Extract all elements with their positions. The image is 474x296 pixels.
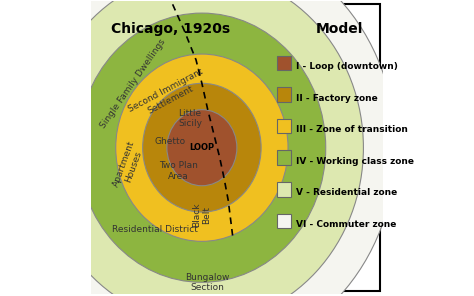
Text: Black
Belt: Black Belt bbox=[192, 203, 211, 227]
Text: Second Immigrant
Settlement: Second Immigrant Settlement bbox=[127, 67, 210, 123]
FancyBboxPatch shape bbox=[93, 4, 381, 291]
Text: Bungalow
Section: Bungalow Section bbox=[185, 273, 230, 292]
Text: II - Factory zone: II - Factory zone bbox=[295, 94, 377, 103]
Bar bbox=[276, 213, 291, 228]
Text: LOOP: LOOP bbox=[189, 143, 214, 152]
Bar bbox=[276, 56, 291, 70]
Text: Model: Model bbox=[316, 22, 363, 36]
Ellipse shape bbox=[78, 13, 326, 282]
Text: IV - Working class zone: IV - Working class zone bbox=[295, 157, 413, 166]
Ellipse shape bbox=[143, 83, 261, 212]
Text: Chicago, 1920s: Chicago, 1920s bbox=[111, 22, 230, 36]
Text: V - Residential zone: V - Residential zone bbox=[295, 189, 397, 197]
Text: Ghetto: Ghetto bbox=[154, 137, 185, 146]
Text: I - Loop (downtown): I - Loop (downtown) bbox=[295, 62, 397, 71]
Text: Single Family Dwellings: Single Family Dwellings bbox=[99, 37, 167, 130]
Ellipse shape bbox=[167, 110, 237, 186]
Text: Apartment
Houses: Apartment Houses bbox=[111, 139, 146, 192]
Bar bbox=[276, 150, 291, 165]
Text: Residential District: Residential District bbox=[112, 225, 198, 234]
Ellipse shape bbox=[40, 0, 364, 296]
Ellipse shape bbox=[116, 54, 288, 241]
Bar bbox=[276, 182, 291, 197]
Text: VI - Commuter zone: VI - Commuter zone bbox=[295, 220, 396, 229]
Text: Little
Sicily: Little Sicily bbox=[178, 109, 202, 128]
Text: III - Zone of transition: III - Zone of transition bbox=[295, 125, 407, 134]
Ellipse shape bbox=[8, 0, 396, 296]
Bar bbox=[276, 119, 291, 133]
Text: Two Plan
Area: Two Plan Area bbox=[159, 161, 198, 181]
Bar bbox=[276, 87, 291, 102]
